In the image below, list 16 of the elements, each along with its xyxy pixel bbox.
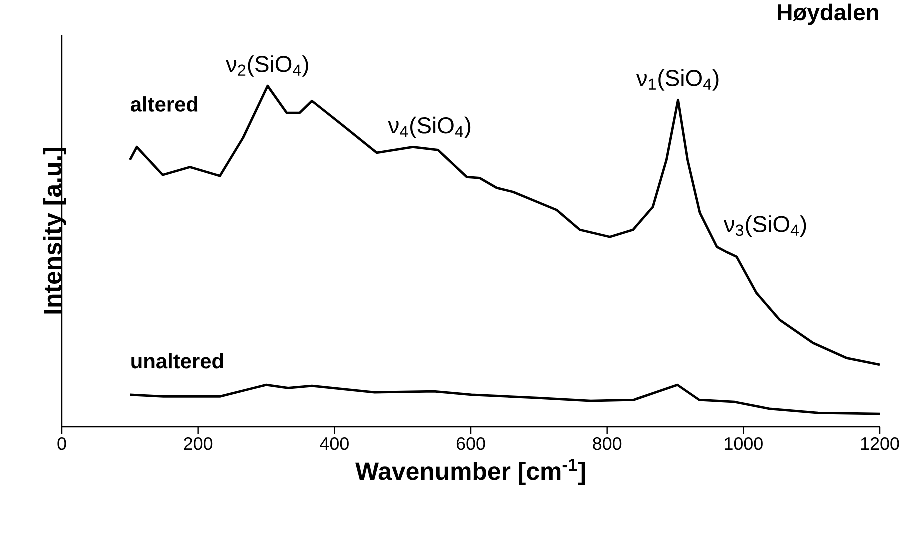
x-tick-label: 200 [184, 437, 213, 450]
annotation: ν$_{1}$(SiO$_{4}$) [636, 70, 719, 91]
x-tick-label: 600 [456, 437, 486, 450]
chart-title: Høydalen [778, 4, 878, 26]
annotation: ν$_{3}$(SiO$_{4}$) [724, 216, 806, 237]
x-tick-label: 1000 [725, 437, 763, 450]
x-tick-label: 800 [593, 437, 622, 450]
x-tick-label: 0 [58, 437, 66, 450]
x-tick-label: 400 [320, 437, 349, 450]
x-tick-label: 1200 [861, 437, 900, 450]
y-axis-title: Intensity [a.u.] [43, 148, 66, 314]
annotation: ν$_{4}$(SiO$_{4}$) [388, 116, 471, 138]
series-label: altered [130, 96, 198, 112]
series-label: unaltered [132, 353, 224, 369]
annotation: ν$_{2}$(SiO$_{4}$) [226, 56, 308, 77]
x-axis-title: Wavenumber [cm$^{-1}$] [356, 459, 586, 486]
